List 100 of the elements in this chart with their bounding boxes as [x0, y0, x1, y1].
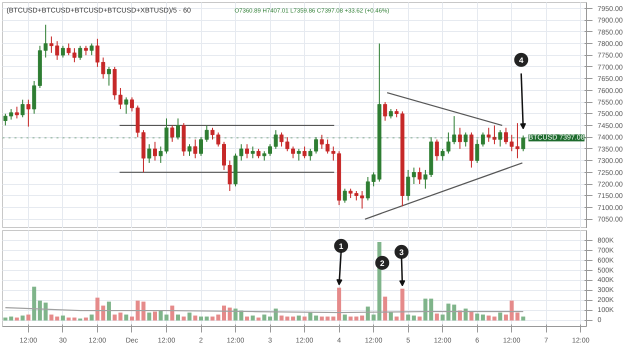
candlestick: [464, 132, 468, 148]
candlestick: [210, 127, 214, 140]
candlestick: [280, 132, 284, 148]
candlestick: [118, 87, 122, 110]
candlestick: [14, 106, 19, 119]
bar: [296, 316, 301, 321]
bar: [348, 316, 353, 321]
bar: [170, 306, 174, 321]
bar: [515, 312, 520, 321]
annotation: 2: [380, 258, 386, 268]
candlestick: [486, 127, 491, 142]
candlestick: [475, 139, 480, 164]
bar: [245, 316, 250, 321]
candlestick: [78, 45, 82, 60]
bar: [394, 316, 399, 321]
bar: [187, 312, 192, 321]
bar: [521, 316, 526, 321]
candlestick: [188, 144, 192, 156]
bar: [176, 314, 180, 321]
bar: [400, 288, 404, 321]
annotation: 3: [399, 248, 404, 257]
candlestick: [388, 108, 393, 119]
bar: [14, 318, 19, 321]
candlestick: [245, 144, 250, 159]
candlestick: [26, 99, 30, 128]
candlestick: [130, 96, 134, 112]
candlestick: [20, 99, 25, 118]
bar: [492, 316, 496, 321]
candlestick: [170, 124, 174, 142]
candlestick: [193, 139, 198, 159]
bar: [193, 316, 198, 321]
candlestick: [302, 146, 307, 159]
candlestick: [124, 96, 128, 114]
bar: [342, 314, 347, 321]
candlestick: [440, 148, 445, 162]
bar: [256, 318, 261, 321]
bar: [147, 312, 152, 321]
bar: [498, 312, 502, 321]
bar: [152, 312, 157, 321]
candlestick: [152, 141, 157, 162]
candlestick: [418, 167, 422, 185]
annotation: 4: [518, 56, 524, 65]
candlestick: [331, 146, 336, 162]
bar: [124, 314, 128, 321]
candlestick: [90, 42, 94, 56]
bar: [84, 318, 88, 321]
candlestick: [480, 132, 485, 148]
candlestick: [296, 148, 301, 162]
bar: [141, 302, 146, 321]
candlestick: [60, 45, 65, 58]
candlestick: [250, 146, 255, 159]
bar: [486, 316, 491, 321]
candlestick: [348, 188, 353, 199]
bar: [434, 314, 439, 321]
bar: [383, 296, 388, 321]
candlestick: [216, 132, 220, 148]
bar: [418, 316, 422, 321]
candlestick: [72, 48, 76, 63]
bar: [106, 302, 111, 321]
candlestick: [106, 66, 111, 86]
bar: [480, 314, 485, 321]
candlestick: [458, 127, 462, 150]
bar: [112, 314, 117, 321]
candlestick: [32, 80, 36, 114]
bar: [412, 316, 416, 321]
bar: [26, 314, 30, 321]
candlestick: [383, 102, 388, 122]
candlestick: [44, 24, 48, 58]
candlestick: [492, 124, 496, 145]
candlestick: [256, 148, 261, 159]
candlestick: [412, 167, 416, 185]
candlestick: [498, 130, 502, 148]
bar: [280, 316, 284, 321]
bar: [90, 314, 94, 321]
candlestick: [176, 118, 180, 140]
bar: [72, 318, 76, 321]
bar: [66, 318, 71, 321]
annotation: 1: [338, 242, 344, 251]
bar: [60, 316, 65, 321]
bar: [469, 312, 474, 321]
bar: [234, 308, 238, 321]
bar: [32, 286, 36, 321]
candlestick: [521, 135, 526, 152]
candlestick: [66, 42, 71, 56]
candlestick: [434, 139, 439, 162]
bar: [464, 308, 468, 321]
candlestick: [342, 188, 347, 204]
bar: [475, 314, 480, 321]
candlestick: [84, 45, 88, 56]
bar: [440, 314, 445, 321]
bar: [20, 316, 25, 321]
candlestick: [147, 144, 152, 164]
bar: [164, 314, 168, 321]
candlestick: [406, 169, 410, 201]
bar: [406, 314, 410, 321]
bar: [182, 316, 186, 321]
bar: [302, 316, 307, 321]
bar: [158, 310, 163, 321]
bar: [118, 312, 122, 321]
bar: [250, 316, 255, 321]
